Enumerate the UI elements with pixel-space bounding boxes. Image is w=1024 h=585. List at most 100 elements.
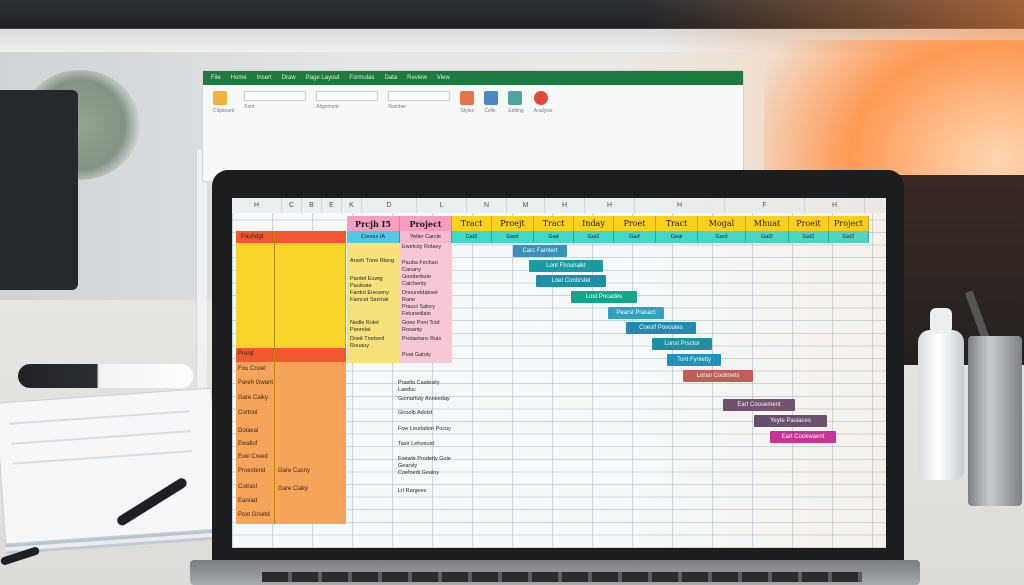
ribbon-group-label: Font [244,104,255,110]
project-header-cell[interactable]: Proejt [492,216,534,231]
keyboard [262,572,862,582]
sub-header-cell[interactable]: Geal [656,231,698,243]
project-header-cell[interactable]: Mhuat [746,216,789,231]
column-header[interactable]: N [467,198,507,213]
gantt-bar[interactable]: Loran Cootmets [683,370,753,382]
ribbon-group: Editing [508,91,524,114]
column-header[interactable]: F [725,198,805,213]
ribbon-group-label: Analysis [533,108,553,114]
paste-icon[interactable] [213,91,227,105]
column-header[interactable]: H [232,198,282,213]
side-monitor [0,90,78,290]
column-header[interactable]: K [342,198,362,213]
ribbon-group: Alignment [316,91,379,114]
task-text: Goes Pnnt Tctd Rosanty [402,320,440,333]
column-header[interactable]: L [417,198,467,213]
left-label: Pareh Gwant [238,380,274,386]
ribbon-tab[interactable]: Formulas [349,75,375,81]
left-value: Gare Ciaky [278,486,309,492]
ribbon-tabs: File Home Insert Draw Page Layout Formul… [203,71,743,85]
left-label: Evel Creed [238,454,268,460]
ribbon-group-label: Clipboard [213,108,235,114]
ribbon-tab[interactable]: Draw [281,75,296,81]
column-header[interactable]: H [635,198,725,213]
task-text: Fardot Eneseny Famcet Sarctak [350,290,389,303]
task-column-2 [347,243,400,363]
notebook-line [9,410,190,425]
sub-header-cell[interactable]: Garf [614,231,656,243]
left-label: Gare Caiky [238,395,269,401]
ribbon-tab[interactable]: Page Layout [305,75,340,81]
task-text: Tasir Lehoeutd [398,441,435,447]
column-header[interactable]: H [805,198,865,213]
column-header[interactable]: C [282,198,302,213]
ceiling-beam [0,0,1024,52]
column-header[interactable]: E [322,198,342,213]
gantt-bar[interactable]: Coeslf Povoutes [626,322,696,334]
left-label: Cortnol [238,410,258,416]
cells-icon[interactable] [484,91,499,105]
ribbon-tab[interactable]: File [211,75,221,81]
font-selector[interactable] [244,91,307,101]
left-label: Poxt Grsetd [238,512,270,518]
ribbon-group: Number [388,91,451,114]
sub-header-cell[interactable]: Gad [534,231,574,243]
column-header[interactable]: D [362,198,417,213]
gantt-bar[interactable]: Lont Fhounalkt [529,260,603,272]
gantt-bar[interactable]: Yeyte Pasiaces [754,415,827,427]
column-header[interactable]: M [507,198,545,213]
sub-header-cell[interactable]: Gard [698,231,746,243]
ribbon-tab[interactable]: Data [384,75,398,81]
task-text: Protaetanc Ruis [402,336,442,342]
project-header-cell[interactable]: Inday [574,216,614,231]
project-header-cell[interactable]: Prcjh I5 [347,216,400,231]
ribbon-tab[interactable]: Home [230,75,247,81]
gantt-bar[interactable]: Eart Coosement [723,399,795,411]
sub-header-cell[interactable]: Gat2 [574,231,614,243]
sub-header-cell[interactable]: Gat2 [829,231,869,243]
project-header-cell[interactable]: Tract [534,216,574,231]
sub-header-cell[interactable]: Cat2 [452,231,492,243]
gantt-bar[interactable]: Carc Famtert [513,245,567,257]
ribbon-group: Font [244,91,307,114]
sub-header-cell[interactable]: Gard [492,231,534,243]
gantt-bar[interactable]: Tont Fynletty [667,354,721,366]
sub-header-cell[interactable]: Yeller Carcle [400,231,452,243]
project-header-cell[interactable]: Project [400,216,452,231]
project-header-cell[interactable]: Mogal [698,216,746,231]
ribbon-tab[interactable]: View [436,75,450,81]
gantt-bar[interactable]: Loet Contirstet [536,275,606,287]
column-header[interactable]: B [302,198,322,213]
task-text: Prastla Caatesity Laeduc [398,380,440,393]
project-header-cell[interactable]: Tract [656,216,698,231]
column-header[interactable]: H [545,198,585,213]
gantt-bar[interactable]: Lost Pncades [571,291,637,303]
sub-header-cell[interactable]: Coress IA [347,231,400,243]
red-header-cell [236,231,346,243]
ribbon-tab[interactable]: Insert [256,75,272,81]
project-header-cell[interactable]: Project [829,216,869,231]
project-header-row: Prcjh I5 Project Tract Proejt Tract Inda… [347,216,869,231]
pen [18,364,193,388]
project-header-cell[interactable]: Proeit [789,216,829,231]
number-format-selector[interactable] [388,91,451,101]
project-header-cell[interactable]: Tract [452,216,492,231]
project-header-cell[interactable]: Proet [614,216,656,231]
styles-icon[interactable] [460,91,475,105]
gantt-bar[interactable]: Lonst Prsctor [652,338,712,350]
gantt-bar[interactable]: Eart Cookwaent [770,431,836,443]
left-label: Eanrad [238,498,258,504]
editing-icon[interactable] [508,91,523,105]
browser-icon[interactable] [533,91,548,105]
gantt-bar[interactable]: Pearst Prasact [608,307,664,319]
notebook [0,387,222,545]
task-text: Dnoureldatoeir Rane [402,290,439,303]
task-text: Nedle Rolet Panrelat [350,320,379,333]
sub-header-cell[interactable]: Gat2 [789,231,829,243]
red-header-cell [236,348,346,362]
alignment-controls[interactable] [316,91,379,101]
ribbon-tab[interactable]: Review [407,75,427,81]
sub-header-cell[interactable]: Gat2 [746,231,789,243]
column-header[interactable]: H [585,198,635,213]
task-text: Pardet Euwig Pauleate [350,276,383,289]
